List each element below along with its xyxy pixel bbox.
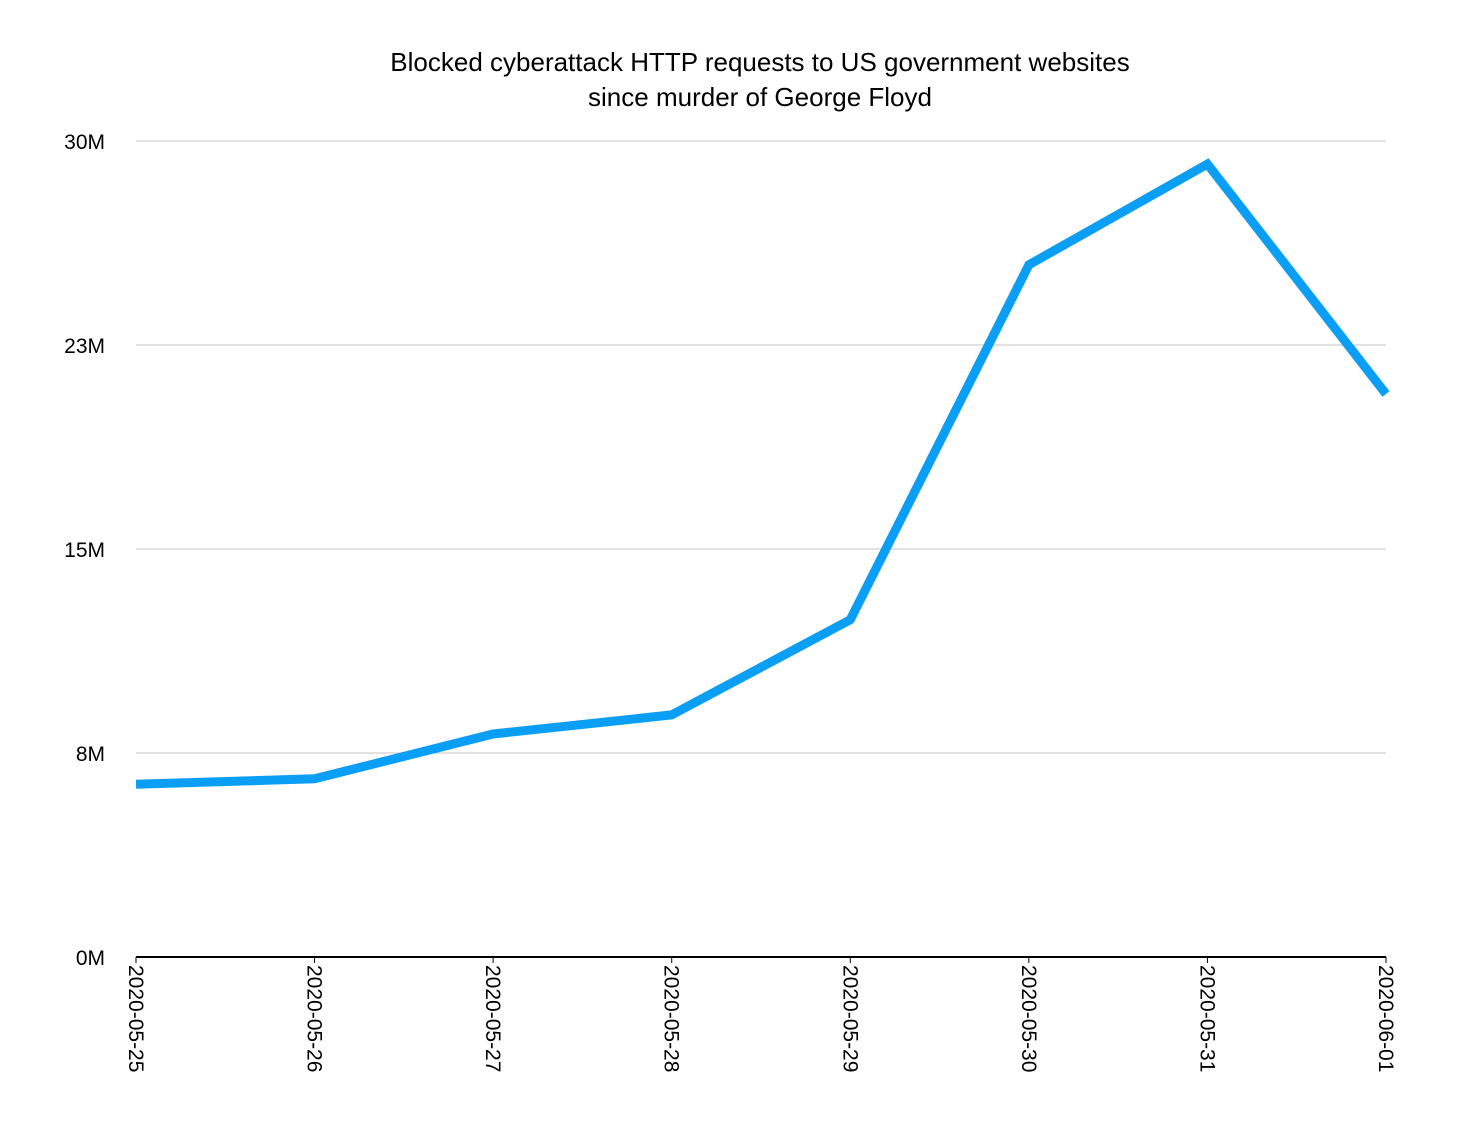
series-layer [135,158,1390,789]
x-tick-label: 2020-05-30 [1017,965,1040,1072]
chart-title-line-2: since murder of George Floyd [588,82,932,112]
x-axis-tick-labels: 2020-05-25 2020-05-26 2020-05-27 2020-05-28… [124,957,1397,1072]
x-tick-label: 2020-06-01 [1374,965,1397,1072]
y-tick-label: 15M [64,539,105,562]
gridlines [136,140,1386,958]
chart-title-line-1: Blocked cyberattack HTTP requests to US … [390,47,1129,77]
y-tick-label: 23M [64,335,105,358]
y-axis-tick-labels: 0M 8M 15M 23M 30M [64,131,105,970]
series-line [135,158,1390,789]
x-tick-label: 2020-05-31 [1195,965,1218,1072]
y-tick-label: 8M [76,743,105,766]
x-tick-label: 2020-05-29 [838,965,861,1072]
x-tick-label: 2020-05-28 [660,965,683,1072]
x-tick-label: 2020-05-27 [481,965,504,1072]
y-tick-label: 0M [76,947,105,970]
x-tick-label: 2020-05-25 [124,965,147,1072]
x-tick-label: 2020-05-26 [303,965,326,1072]
y-tick-label: 30M [64,131,105,154]
